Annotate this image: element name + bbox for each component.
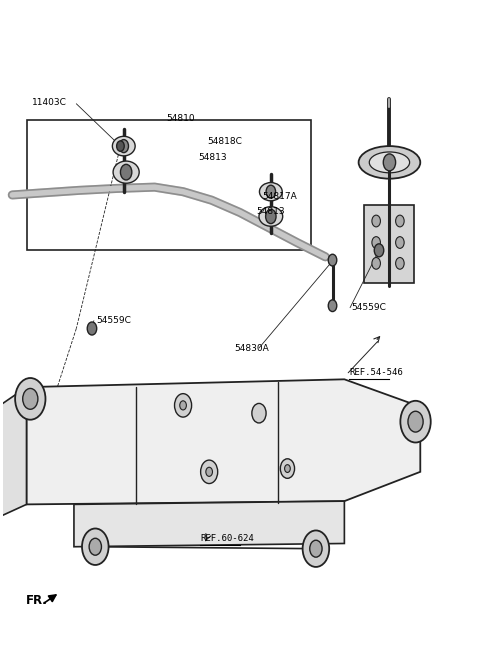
Circle shape	[372, 237, 381, 248]
Text: 54810: 54810	[167, 114, 195, 123]
Circle shape	[372, 215, 381, 227]
Circle shape	[408, 411, 423, 432]
Text: 54817A: 54817A	[263, 193, 298, 202]
Text: 54813: 54813	[199, 153, 228, 162]
Bar	[26, 120, 311, 250]
Circle shape	[396, 215, 404, 227]
Polygon shape	[74, 501, 344, 547]
Circle shape	[372, 258, 381, 269]
Circle shape	[15, 378, 46, 420]
Circle shape	[252, 403, 266, 423]
Circle shape	[328, 254, 337, 266]
Circle shape	[201, 460, 218, 484]
Circle shape	[117, 141, 124, 151]
Circle shape	[89, 538, 101, 555]
Circle shape	[374, 244, 384, 257]
Circle shape	[396, 258, 404, 269]
Polygon shape	[26, 379, 420, 505]
Circle shape	[384, 154, 396, 171]
Text: FR.: FR.	[25, 595, 48, 607]
Circle shape	[396, 237, 404, 248]
Ellipse shape	[369, 152, 409, 173]
Circle shape	[285, 464, 290, 472]
Circle shape	[87, 322, 96, 335]
Circle shape	[265, 210, 276, 223]
Text: 54830A: 54830A	[234, 344, 269, 353]
Ellipse shape	[260, 183, 282, 201]
Circle shape	[328, 300, 337, 311]
Ellipse shape	[259, 207, 283, 226]
Text: 54818C: 54818C	[207, 137, 241, 146]
Text: 54559C: 54559C	[351, 303, 386, 312]
Circle shape	[266, 185, 276, 198]
Polygon shape	[0, 387, 26, 518]
Circle shape	[310, 540, 322, 557]
Circle shape	[82, 528, 108, 565]
Circle shape	[120, 164, 132, 180]
Ellipse shape	[359, 146, 420, 179]
Circle shape	[206, 467, 213, 476]
Ellipse shape	[113, 161, 139, 183]
Circle shape	[180, 401, 186, 410]
Text: 54813: 54813	[257, 207, 285, 215]
Circle shape	[400, 401, 431, 443]
Text: 54559C: 54559C	[96, 315, 131, 325]
Circle shape	[175, 394, 192, 417]
Circle shape	[23, 388, 38, 409]
Circle shape	[280, 459, 295, 478]
Text: 11403C: 11403C	[32, 98, 67, 107]
Polygon shape	[364, 205, 414, 283]
Text: REF.60-624: REF.60-624	[200, 533, 254, 543]
Ellipse shape	[112, 136, 135, 156]
Circle shape	[302, 530, 329, 567]
Text: REF.54-546: REF.54-546	[349, 369, 403, 377]
Circle shape	[119, 139, 129, 152]
